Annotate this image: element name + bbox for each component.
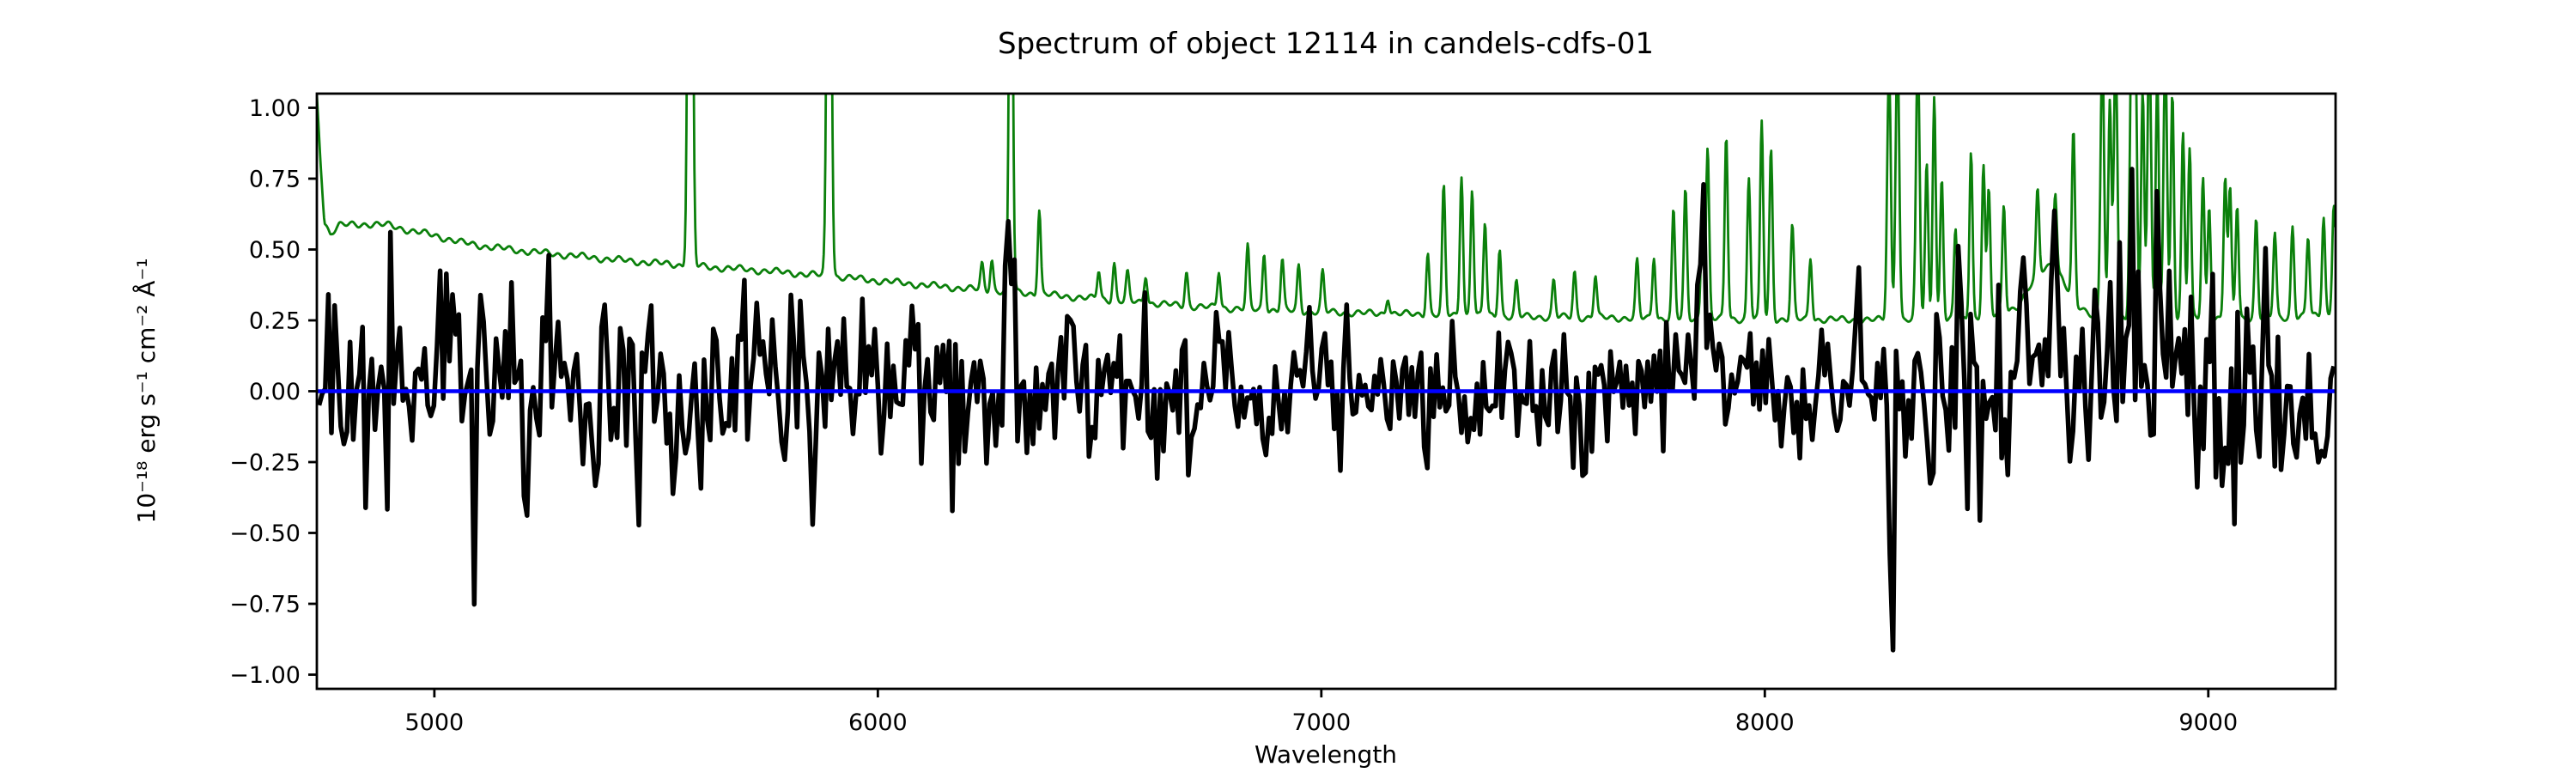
y-tick-label: 0.50 bbox=[249, 237, 301, 264]
y-tick-label: 0.00 bbox=[249, 379, 301, 405]
y-tick-label: −0.25 bbox=[229, 450, 301, 477]
plot-title: Spectrum of object 12114 in candels-cdfs… bbox=[998, 27, 1654, 61]
y-tick-label: −1.00 bbox=[229, 662, 301, 689]
x-tick-label: 8000 bbox=[1735, 709, 1795, 736]
x-tick-label: 5000 bbox=[405, 709, 465, 736]
y-axis-ticks: 1.00 0.75 0.50 0.25 0.00 −0.25 −0.50 −0.75 −1.00 bbox=[229, 95, 317, 689]
x-tick-label: 6000 bbox=[848, 709, 908, 736]
x-tick-label: 9000 bbox=[2178, 709, 2238, 736]
y-tick-label: 0.75 bbox=[249, 167, 301, 193]
y-tick-label: 0.25 bbox=[249, 308, 301, 335]
y-tick-label: −0.75 bbox=[229, 592, 301, 618]
flux-spectrum-line bbox=[317, 167, 2336, 653]
y-axis-label: 10⁻¹⁸ erg s⁻¹ cm⁻² Å⁻¹ bbox=[131, 259, 161, 524]
x-tick-label: 7000 bbox=[1291, 709, 1351, 736]
y-tick-label: 1.00 bbox=[249, 95, 301, 122]
x-axis-ticks: 5000 6000 7000 8000 9000 bbox=[405, 689, 2238, 736]
x-axis-label: Wavelength bbox=[1255, 740, 1397, 769]
y-tick-label: −0.50 bbox=[229, 520, 301, 547]
